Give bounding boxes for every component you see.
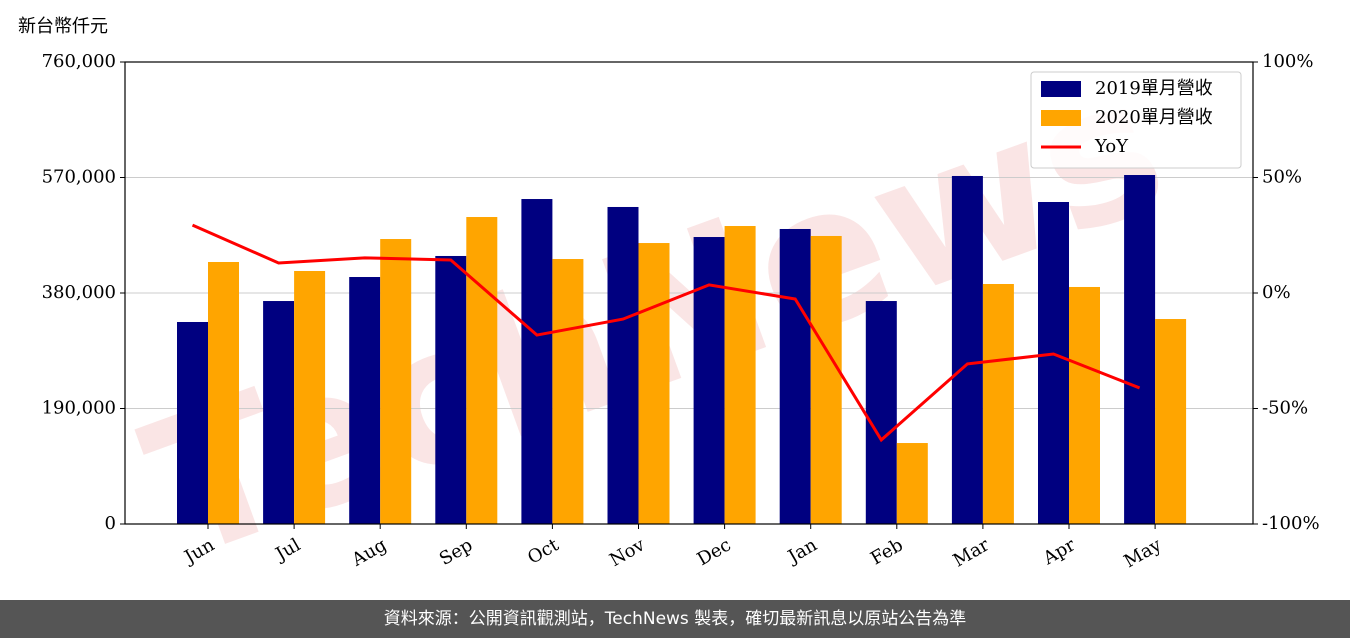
y-unit-label: 新台幣仟元 [18, 16, 108, 37]
x-tick-label: May [1121, 534, 1166, 572]
x-tick-label: Apr [1039, 534, 1079, 569]
bar [177, 321, 208, 524]
y2-tick-label: 100% [1262, 51, 1313, 72]
bar [294, 270, 326, 524]
plot-frame [124, 61, 1254, 525]
bar [896, 443, 928, 524]
footer-bar [0, 600, 1350, 638]
y-tick-label: 570,000 [42, 167, 116, 188]
bar [865, 301, 897, 524]
bar [552, 259, 584, 524]
bar [951, 175, 983, 524]
legend-swatch [1041, 81, 1081, 97]
legend-swatch [1041, 110, 1081, 126]
bar [380, 239, 412, 524]
bar [521, 199, 553, 524]
yoy-line [191, 223, 1141, 443]
x-tick-label: Feb [867, 534, 907, 569]
x-tick-label: Jan [783, 534, 821, 568]
bar [779, 228, 811, 524]
y-tick-label: 0 [105, 513, 116, 534]
x-tick-label: Oct [524, 534, 563, 569]
bar [466, 217, 498, 524]
y2-tick-label: 50% [1262, 167, 1302, 188]
y2-tick-label: -100% [1262, 513, 1320, 534]
legend-label: YoY [1094, 136, 1129, 157]
bar [208, 261, 239, 524]
bar [1069, 286, 1100, 524]
bar [724, 226, 756, 524]
x-tick-label: Nov [606, 534, 649, 571]
y-tick-label: 190,000 [42, 398, 116, 419]
bar [810, 235, 842, 524]
legend-label: 2019單月營收 [1095, 78, 1213, 99]
footer: 資料來源：公開資訊觀測站，TechNews 製表，確切最新訊息以原站公告為準 [384, 609, 966, 629]
bar [607, 206, 639, 524]
x-tick-label: Dec [694, 534, 735, 570]
y-tick-label: 760,000 [42, 51, 116, 72]
bar [1124, 175, 1156, 524]
bar [1155, 319, 1187, 524]
bar [982, 284, 1014, 524]
x-tick-label: Mar [950, 534, 994, 571]
y-tick-label: 380,000 [42, 282, 116, 303]
bar [638, 243, 670, 524]
y2-tick-label: 0% [1262, 282, 1291, 303]
bar [263, 301, 295, 524]
bar [693, 237, 725, 525]
legend-box [1030, 71, 1242, 169]
legend: 2019單月營收 2020單月營收 YoY [1030, 71, 1242, 169]
legend-label: 2020單月營收 [1095, 107, 1213, 128]
x-tick-label: Sep [436, 534, 476, 569]
bar [349, 277, 381, 524]
bar [1038, 201, 1069, 524]
y2-tick-label: -50% [1262, 398, 1308, 419]
bar [435, 255, 467, 524]
